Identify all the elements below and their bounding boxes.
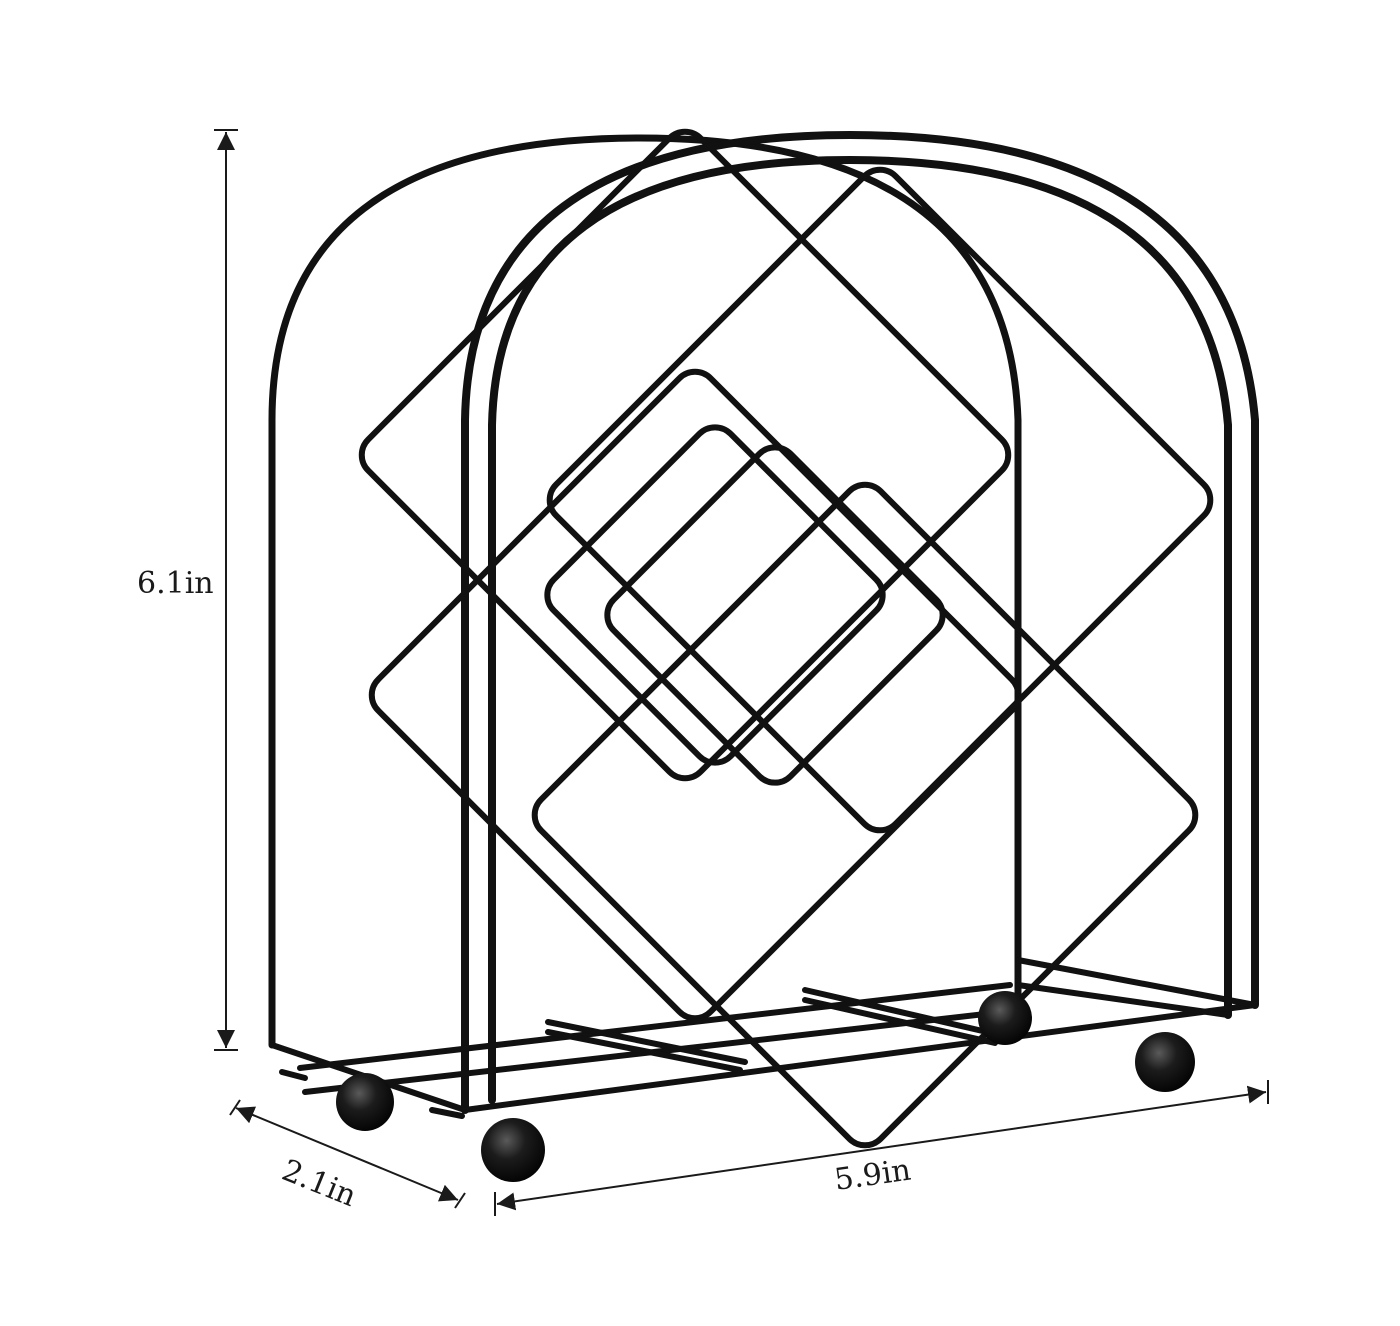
ball-foot-back-right	[978, 991, 1032, 1045]
ball-foot-back-left	[336, 1073, 394, 1131]
napkin-holder-icon	[268, 128, 1259, 1182]
ball-foot-front-left	[481, 1118, 545, 1182]
ball-foot-front-right	[1135, 1032, 1195, 1092]
dimension-lines	[214, 129, 1269, 1216]
height-dimension	[214, 129, 238, 1051]
height-label: 6.1in	[137, 566, 214, 601]
width-label: 5.9in	[832, 1153, 913, 1198]
depth-dimension	[229, 1099, 466, 1209]
width-dimension	[494, 1080, 1269, 1216]
base-frame	[269, 957, 1258, 1119]
back-arch	[268, 134, 1022, 1049]
back-diamond-frames	[358, 128, 1022, 1022]
depth-label: 2.1in	[277, 1153, 361, 1214]
front-arch	[461, 131, 1259, 1114]
